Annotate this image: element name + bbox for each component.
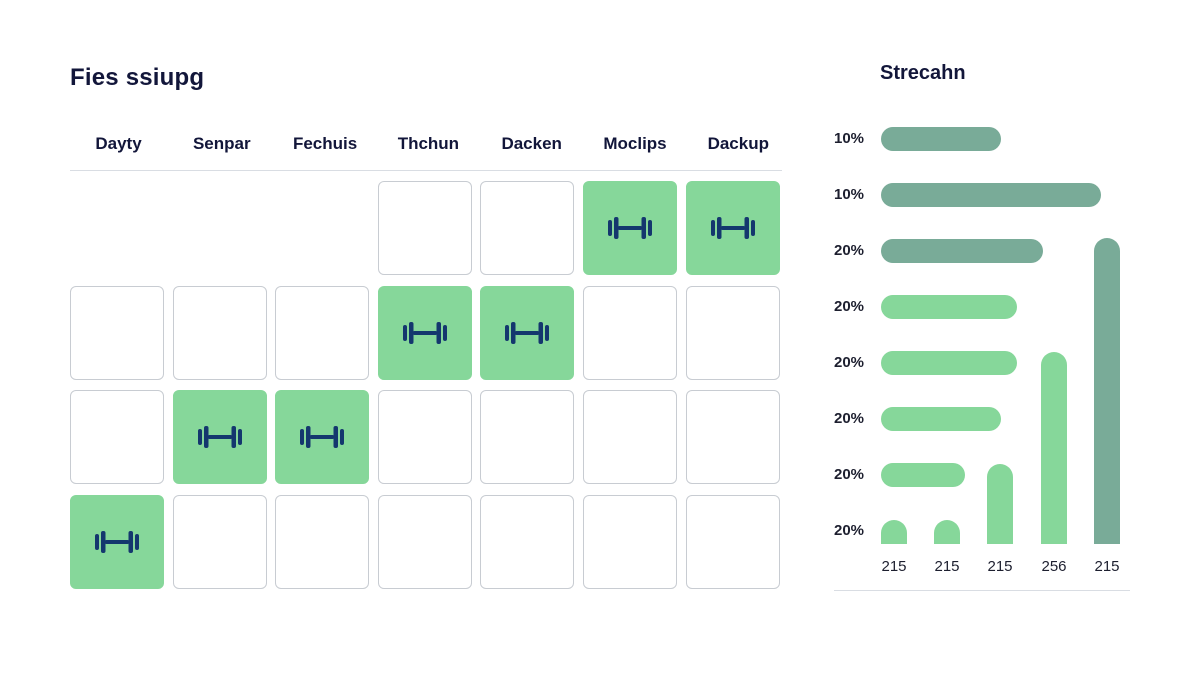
y-axis-label: 20% [834,242,865,259]
horizontal-bar [881,239,1043,263]
workout-cell[interactable] [275,494,370,589]
workout-cell[interactable] [377,181,472,275]
workout-cell[interactable] [70,285,164,380]
workout-cell-active[interactable] [377,285,472,380]
horizontal-bar [881,407,1001,431]
x-axis-label: 215 [881,558,907,575]
workout-cell-active[interactable] [583,181,677,275]
dumbbell-icon [93,529,141,555]
workout-cell[interactable] [377,390,472,484]
schedule-grid [70,181,784,593]
workout-cell[interactable] [583,390,677,484]
workout-cell[interactable] [685,390,780,484]
column-headers: Dayty Senpar Fechuis Thchun Dacken Moclips Dac… [67,134,787,158]
workout-cell[interactable] [480,494,575,589]
horizontal-bar [881,127,1001,151]
workout-cell-active[interactable] [685,181,780,275]
workout-cell-active[interactable] [480,285,575,380]
column-header: Senpar [192,134,251,153]
workout-cell[interactable] [172,285,267,380]
workout-cell-active[interactable] [70,494,164,589]
horizontal-bar [881,351,1017,375]
workout-cell[interactable] [70,390,164,484]
dumbbell-icon [709,215,757,241]
strength-chart: 10% 10% 20% 20% 20% 20% 20% 20% 215 215 215 256 215 [820,110,1150,610]
vertical-bar [1041,352,1067,544]
column-header: Dayty [95,134,142,153]
horizontal-bar [881,183,1101,207]
y-axis-label: 10% [834,186,865,203]
column-header: Dacken [501,134,562,153]
y-axis-label: 20% [834,466,865,483]
workout-cell[interactable] [685,494,780,589]
y-axis-label: 20% [834,410,865,427]
x-axis-label: 215 [934,558,960,575]
workout-cell[interactable] [275,285,370,380]
x-axis-label: 215 [987,558,1013,575]
x-axis-label: 215 [1094,558,1120,575]
column-header: Dackup [707,134,769,153]
workout-cell[interactable] [583,285,677,380]
vertical-bar [987,464,1013,544]
workout-cell[interactable] [172,494,267,589]
column-header: Thchun [397,134,460,153]
workout-cell[interactable] [583,494,677,589]
vertical-bar [881,520,907,544]
vertical-bar [934,520,960,544]
dumbbell-icon [298,424,346,450]
y-axis-label: 20% [834,298,865,315]
chart-baseline [834,590,1130,591]
dumbbell-icon [503,320,551,346]
dumbbell-icon [401,320,449,346]
chart-title: Strecahn [880,62,966,84]
y-axis-label: 10% [834,130,865,147]
workout-cell[interactable] [480,181,575,275]
workout-cell-active[interactable] [172,390,267,484]
workout-cell[interactable] [377,494,472,589]
horizontal-bar [881,295,1017,319]
column-header: Moclips [603,134,667,153]
dumbbell-icon [606,215,654,241]
workout-cell[interactable] [480,390,575,484]
workout-cell-active[interactable] [275,390,370,484]
workout-cell[interactable] [685,285,780,380]
y-axis-label: 20% [834,522,865,539]
y-axis-label: 20% [834,354,865,371]
vertical-bar [1094,238,1120,544]
header-divider [70,170,782,171]
horizontal-bar [881,463,965,487]
x-axis-label: 256 [1041,558,1067,575]
page-title: Fies ssiupg [70,64,205,91]
dumbbell-icon [196,424,244,450]
column-header: Fechuis [292,134,358,153]
